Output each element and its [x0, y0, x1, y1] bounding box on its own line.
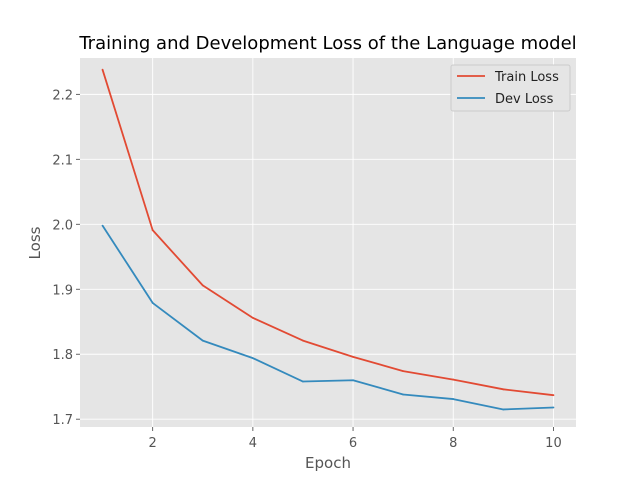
- y-tick-label: 1.9: [52, 283, 73, 298]
- x-tick-label: 10: [545, 436, 562, 451]
- data-point-dev-loss: [502, 408, 505, 411]
- data-point-train-loss: [251, 316, 254, 319]
- data-point-dev-loss: [151, 302, 154, 304]
- x-axis-label: Epoch: [305, 454, 351, 472]
- y-tick-label: 2.1: [52, 153, 73, 168]
- legend-label-train-loss: Train Loss: [494, 70, 559, 85]
- data-point-dev-loss: [302, 380, 304, 383]
- data-point-train-loss: [302, 339, 304, 342]
- y-tick-label: 2.2: [52, 88, 73, 103]
- plot-area: [80, 58, 576, 427]
- data-point-dev-loss: [352, 379, 354, 382]
- data-point-dev-loss: [101, 224, 104, 227]
- x-tick-label: 8: [449, 436, 457, 451]
- x-tick-label: 6: [349, 436, 357, 451]
- data-point-train-loss: [502, 388, 505, 391]
- series-lines: [101, 68, 555, 411]
- data-point-train-loss: [402, 370, 405, 373]
- legend: Train Loss Dev Loss: [450, 64, 571, 112]
- data-point-train-loss: [201, 284, 204, 287]
- y-tick-label: 2.0: [52, 218, 73, 233]
- grid-lines: [80, 58, 576, 427]
- y-axis-label: Loss: [26, 226, 44, 259]
- x-tick-label: 4: [249, 436, 257, 451]
- data-point-dev-loss: [251, 357, 254, 360]
- series-line-train-loss: [101, 69, 554, 397]
- data-point-dev-loss: [452, 398, 455, 400]
- data-point-train-loss: [101, 68, 104, 71]
- data-point-train-loss: [151, 229, 154, 232]
- y-tick-label: 1.8: [52, 348, 73, 363]
- chart-title: Training and Development Loss of the Lan…: [78, 33, 576, 54]
- data-point-dev-loss: [552, 406, 555, 409]
- data-point-dev-loss: [201, 339, 204, 342]
- axis-ticks: 2 4 6 8 10 1.7 1.8 1.9 2.0 2.1 2.2: [52, 88, 561, 451]
- data-point-train-loss: [352, 355, 354, 358]
- x-tick-label: 2: [149, 436, 157, 451]
- legend-label-dev-loss: Dev Loss: [495, 92, 554, 107]
- y-tick-label: 1.7: [52, 413, 73, 428]
- series-line-dev-loss: [101, 225, 554, 411]
- data-point-dev-loss: [402, 393, 405, 396]
- data-point-train-loss: [552, 394, 555, 397]
- data-point-train-loss: [452, 378, 455, 381]
